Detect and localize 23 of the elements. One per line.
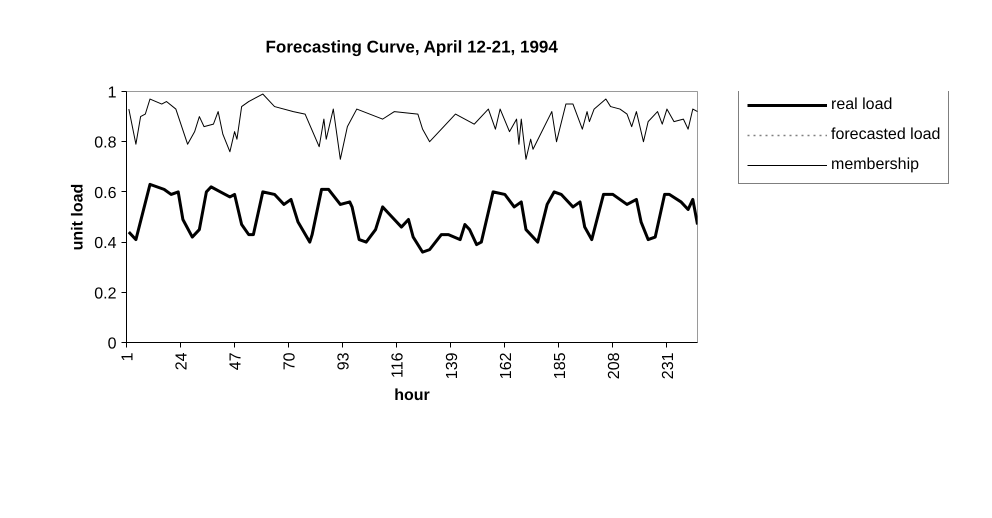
y-tick-label: 0.8 bbox=[94, 134, 117, 152]
x-tick-label: 231 bbox=[660, 352, 677, 380]
chart-title: Forecasting Curve, April 12-21, 1994 bbox=[266, 38, 558, 56]
y-axis-title: unit load bbox=[69, 184, 86, 250]
legend-label: real load bbox=[831, 96, 892, 114]
x-tick-label: 139 bbox=[444, 352, 461, 380]
x-tick-label: 185 bbox=[552, 352, 569, 380]
x-tick-label: 24 bbox=[174, 352, 191, 370]
y-tick-label: 0 bbox=[108, 336, 117, 352]
legend-label: forecasted load bbox=[831, 126, 940, 144]
x-tick-label: 116 bbox=[390, 352, 407, 378]
y-tick-label: 0.6 bbox=[94, 184, 117, 202]
x-tick-label: 93 bbox=[336, 352, 353, 370]
y-tick-label: 1 bbox=[108, 84, 117, 102]
x-tick-label: 162 bbox=[498, 352, 515, 380]
x-tick-label: 208 bbox=[606, 352, 623, 380]
x-axis-title: hour bbox=[394, 387, 430, 404]
x-tick-label: 70 bbox=[282, 352, 299, 370]
y-tick-label: 0.2 bbox=[94, 285, 117, 302]
x-tick-label: 1 bbox=[120, 352, 136, 362]
legend-label: membership bbox=[831, 156, 920, 174]
x-tick-label: 47 bbox=[228, 352, 245, 370]
y-tick-label: 0.4 bbox=[94, 235, 117, 252]
